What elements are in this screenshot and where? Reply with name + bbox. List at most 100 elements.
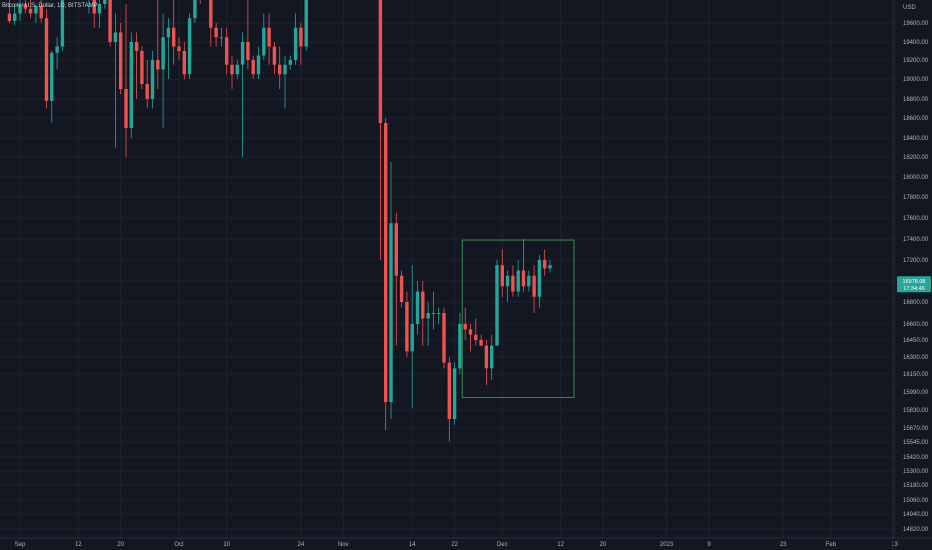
candle-body bbox=[505, 275, 510, 287]
candle-body bbox=[384, 123, 388, 403]
candle-body bbox=[527, 275, 531, 287]
candle-body bbox=[304, 0, 308, 47]
candle-body bbox=[410, 324, 414, 352]
x-tick-label: 2023 bbox=[660, 542, 674, 548]
candle-body bbox=[532, 275, 536, 297]
candle-body bbox=[495, 265, 499, 346]
highlight-box-layer bbox=[461, 239, 575, 399]
y-tick-label: 19400.00 bbox=[903, 40, 929, 46]
candle-body bbox=[209, 0, 213, 28]
highlight-box bbox=[461, 239, 575, 399]
candle-body bbox=[500, 265, 504, 287]
candle-body bbox=[193, 0, 197, 19]
x-tick-label: 12 bbox=[75, 542, 82, 548]
candle-body bbox=[28, 8, 33, 14]
y-tick-label: 15830.00 bbox=[903, 408, 929, 414]
unit-label: USD bbox=[903, 5, 916, 11]
last-price-label: 16978.08 bbox=[903, 279, 926, 285]
y-tick-label: 17800.00 bbox=[903, 195, 929, 201]
candle-body bbox=[511, 275, 515, 292]
y-tick-label: 18800.00 bbox=[903, 97, 929, 103]
x-tick-label: 13 bbox=[891, 542, 898, 548]
y-tick-label: 15990.00 bbox=[903, 390, 929, 396]
candle-body bbox=[182, 51, 186, 75]
y-tick-label: 16150.00 bbox=[903, 372, 929, 378]
y-tick-label: 15670.00 bbox=[903, 426, 929, 432]
candle-body bbox=[283, 64, 287, 75]
y-tick-label: 19600.00 bbox=[903, 21, 929, 27]
x-tick-label: 24 bbox=[298, 542, 305, 548]
candle-body bbox=[405, 302, 409, 352]
candle-body bbox=[129, 42, 133, 128]
x-tick-label: 20 bbox=[600, 542, 607, 548]
symbol-title: Bitcoin / U.S. Dollar, 1D, BITSTAMP bbox=[2, 3, 98, 9]
candle-body bbox=[156, 60, 160, 70]
candle-body bbox=[490, 345, 494, 369]
y-tick-label: 19000.00 bbox=[903, 77, 929, 83]
candle-body bbox=[92, 0, 96, 14]
candle-body bbox=[214, 27, 218, 38]
y-tick-label: 15545.00 bbox=[903, 440, 929, 446]
candle-body bbox=[463, 324, 467, 330]
y-tick-label: 15060.00 bbox=[903, 498, 929, 504]
y-tick-label: 19200.00 bbox=[903, 58, 929, 64]
candle-body bbox=[23, 4, 27, 9]
countdown-label: 17:34:46 bbox=[903, 286, 924, 292]
candle-body bbox=[246, 42, 250, 60]
candle-body bbox=[113, 32, 118, 42]
x-tick-label: Nov bbox=[338, 542, 349, 548]
candle-body bbox=[225, 37, 229, 65]
candle-body bbox=[18, 4, 22, 14]
candle-body bbox=[39, 5, 43, 19]
candle-body bbox=[44, 18, 49, 101]
candle-body bbox=[272, 46, 277, 65]
candle-body bbox=[240, 42, 245, 65]
candle-body bbox=[447, 362, 451, 419]
candle-layer bbox=[7, 0, 552, 442]
x-tick-label: 14 bbox=[409, 542, 416, 548]
candle-body bbox=[516, 270, 520, 292]
candle-body bbox=[256, 55, 261, 75]
candle-body bbox=[458, 324, 462, 369]
candle-body bbox=[479, 340, 483, 346]
candle-body bbox=[161, 37, 165, 70]
x-tick-label: 23 bbox=[780, 542, 787, 548]
candle-body bbox=[442, 313, 446, 363]
y-tick-label: 14820.00 bbox=[903, 527, 929, 533]
candle-body bbox=[251, 60, 255, 75]
candle-body bbox=[426, 313, 430, 319]
y-tick-label: 18200.00 bbox=[903, 155, 929, 161]
candle-body bbox=[389, 223, 393, 403]
candle-body bbox=[468, 329, 473, 335]
y-tick-label: 16300.00 bbox=[903, 355, 929, 361]
y-tick-label: 17400.00 bbox=[903, 237, 929, 243]
x-tick-label: Feb bbox=[826, 542, 837, 548]
y-tick-label: 18000.00 bbox=[903, 175, 929, 181]
candle-body bbox=[415, 291, 420, 324]
candle-body bbox=[7, 13, 12, 22]
y-tick-label: 17200.00 bbox=[903, 258, 929, 264]
candle-body bbox=[60, 0, 65, 47]
candle-body bbox=[166, 27, 171, 38]
y-tick-label: 14940.00 bbox=[903, 512, 929, 518]
y-tick-label: 16450.00 bbox=[903, 338, 929, 344]
x-tick-label: 10 bbox=[223, 542, 230, 548]
candle-body bbox=[521, 270, 526, 287]
y-tick-label: 18600.00 bbox=[903, 116, 929, 122]
candle-body bbox=[378, 0, 383, 123]
grid-layer bbox=[0, 0, 895, 538]
x-tick-label: 12 bbox=[557, 542, 564, 548]
candle-body bbox=[124, 89, 128, 128]
y-tick-label: 18400.00 bbox=[903, 136, 929, 142]
candle-body bbox=[172, 27, 176, 47]
candle-body bbox=[262, 27, 266, 56]
candle-body bbox=[267, 27, 271, 47]
candle-body bbox=[548, 265, 552, 269]
candle-body bbox=[140, 51, 144, 84]
x-tick-label: 22 bbox=[451, 542, 458, 548]
candle-body bbox=[437, 313, 441, 314]
x-tick-label: 9 bbox=[707, 542, 711, 548]
